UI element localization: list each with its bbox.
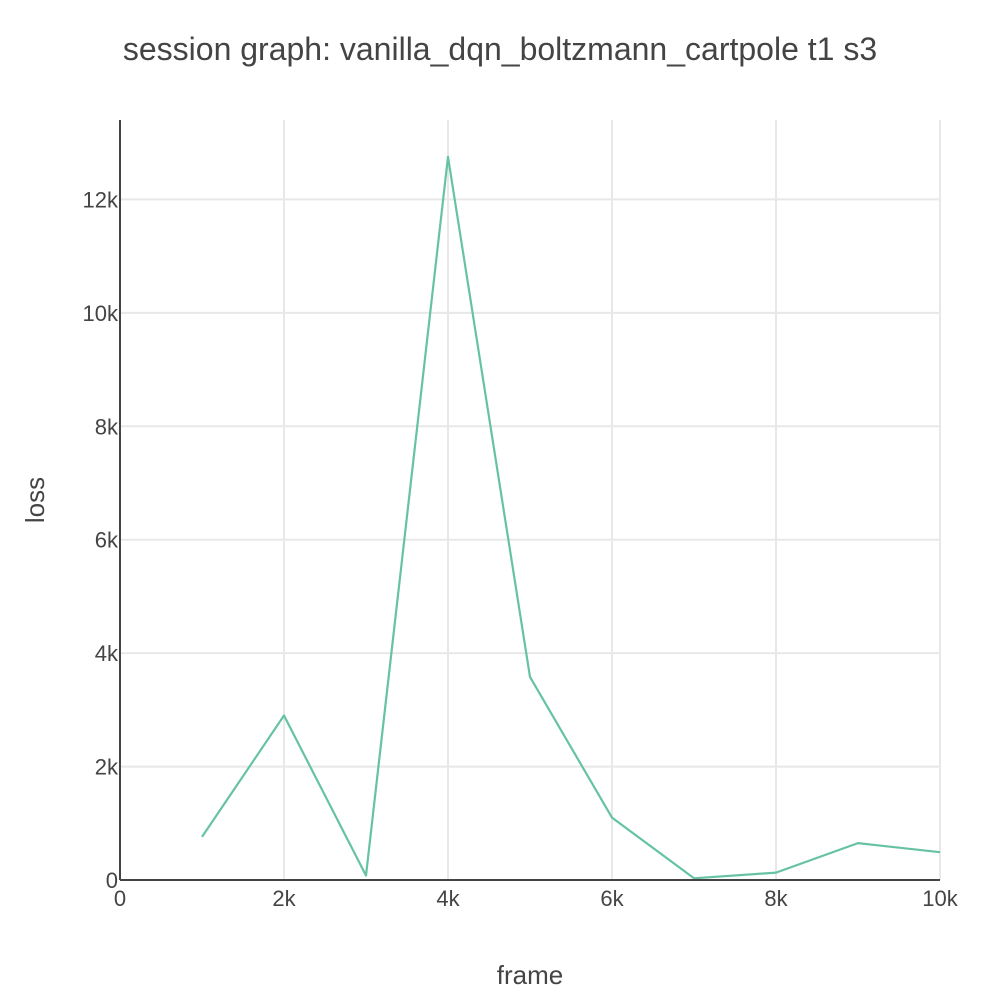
data-series [201, 155, 941, 880]
y-tick-label: 10k [83, 301, 119, 326]
y-tick-label: 0 [106, 868, 118, 893]
tick-labels: 0 2k 4k 6k 8k 10k 0 2k 4k 6k 8k 10k 12k [83, 187, 959, 911]
y-axis-title: loss [20, 477, 50, 523]
y-tick-label: 8k [95, 414, 119, 439]
x-tick-label: 2k [272, 886, 296, 911]
x-tick-label: 8k [764, 886, 788, 911]
y-tick-label: 4k [95, 641, 119, 666]
y-tick-label: 6k [95, 528, 119, 553]
x-tick-label: 6k [600, 886, 624, 911]
x-axis-title: frame [497, 960, 563, 990]
x-tick-label: 4k [436, 886, 460, 911]
x-tick-label: 10k [922, 886, 958, 911]
grid-lines [120, 120, 941, 880]
x-tick-label: 0 [114, 886, 126, 911]
y-tick-label: 2k [95, 755, 119, 780]
axes [119, 120, 940, 881]
y-tick-label: 12k [83, 187, 119, 212]
series-line-0 [201, 155, 941, 880]
chart-title: session graph: vanilla_dqn_boltzmann_car… [123, 31, 877, 67]
